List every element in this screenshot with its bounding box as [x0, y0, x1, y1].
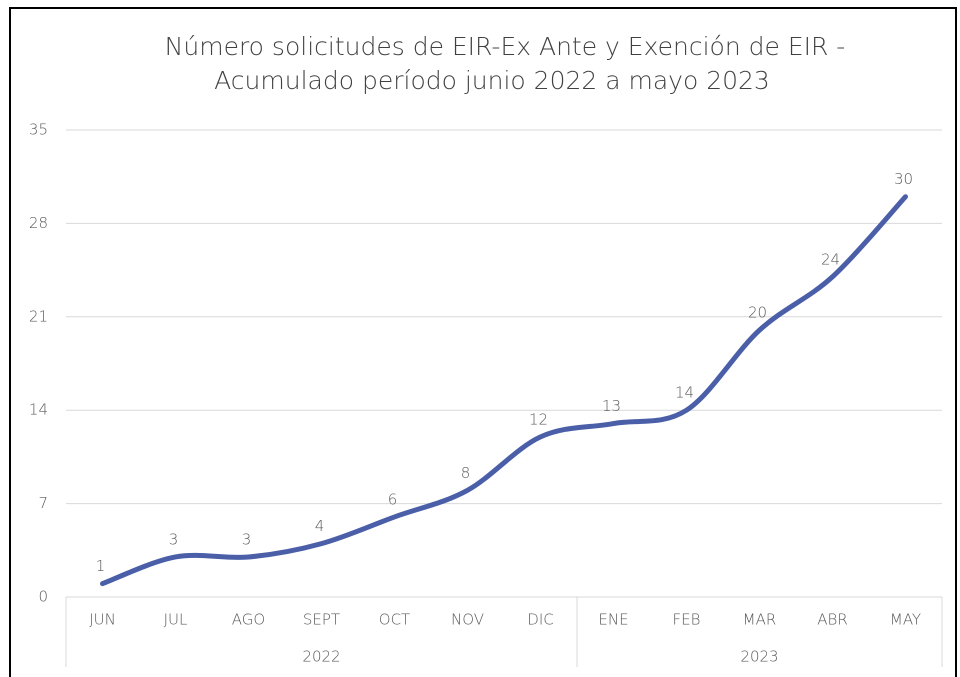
data-label: 6 — [388, 490, 398, 508]
y-tick-label: 14 — [29, 401, 48, 419]
line — [100, 194, 908, 587]
x-tick-label: OCT — [379, 611, 410, 629]
data-label: 3 — [242, 530, 252, 548]
data-label: 3 — [169, 530, 179, 548]
data-label: 14 — [675, 384, 694, 402]
chart-frame — [9, 7, 957, 677]
data-label: 30 — [894, 170, 913, 188]
y-tick-label: 28 — [29, 214, 48, 232]
chart-title: Acumulado período junio 2022 a mayo 2023 — [214, 66, 770, 95]
x-tick-label: ABR — [817, 611, 848, 629]
group-label: 2023 — [740, 648, 778, 666]
y-tick-label: 7 — [38, 494, 48, 512]
y-tick-label: 0 — [38, 588, 48, 606]
data-label: 20 — [748, 304, 767, 322]
x-tick-label: JUN — [89, 611, 116, 629]
data-label: 4 — [315, 517, 325, 535]
group-label: 2022 — [302, 648, 340, 666]
x-tick-label: DIC — [527, 611, 553, 629]
chart-title: Número solicitudes de EIR-Ex Ante y Exen… — [165, 32, 846, 61]
x-tick-label: NOV — [451, 611, 484, 629]
x-tick-label: AGO — [232, 611, 265, 629]
x-tick-label: SEPT — [303, 611, 340, 629]
data-label: 12 — [529, 410, 548, 428]
y-tick-label: 35 — [29, 121, 48, 139]
data-label: 1 — [96, 557, 106, 575]
data-label: 13 — [602, 397, 621, 415]
x-tick-label: MAY — [890, 611, 921, 629]
x-tick-label: JUL — [164, 611, 188, 629]
x-tick-label: MAR — [743, 611, 777, 629]
data-label: 8 — [461, 464, 471, 482]
y-tick-label: 21 — [29, 307, 48, 325]
x-tick-label: ENE — [598, 611, 628, 629]
x-tick-label: FEB — [673, 611, 701, 629]
data-label: 24 — [821, 250, 840, 268]
